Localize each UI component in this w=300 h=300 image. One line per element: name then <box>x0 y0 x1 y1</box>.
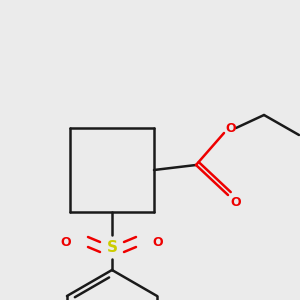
Text: S: S <box>106 239 118 254</box>
Text: O: O <box>153 236 163 248</box>
Text: O: O <box>231 196 241 209</box>
Text: O: O <box>226 122 236 134</box>
Text: O: O <box>61 236 71 248</box>
